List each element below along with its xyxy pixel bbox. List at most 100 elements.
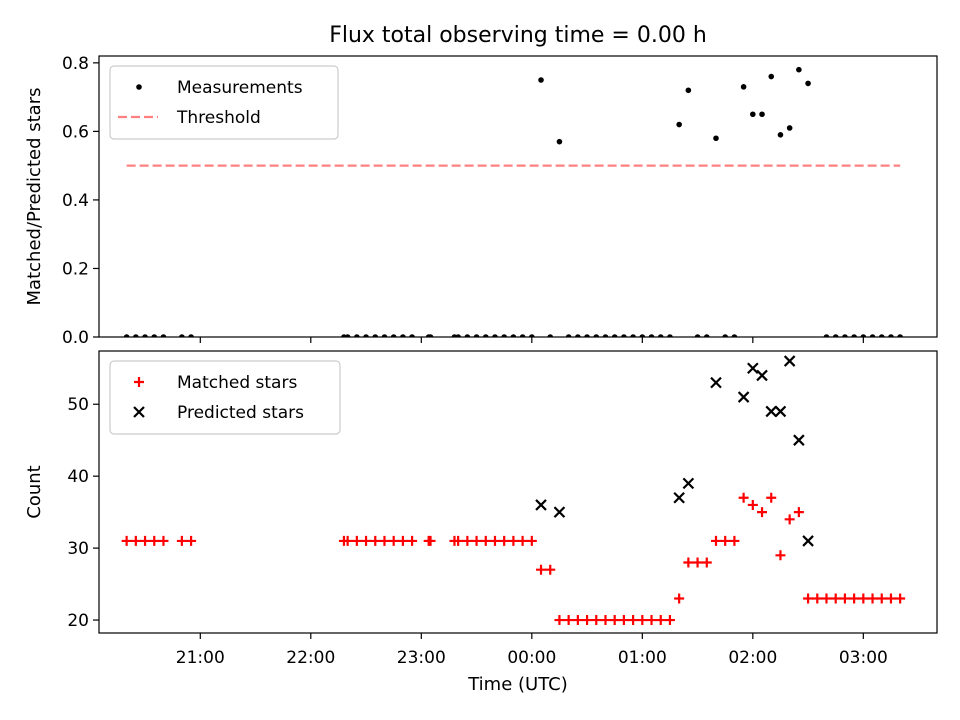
predicted-stars-point <box>535 499 547 511</box>
predicted-stars-point <box>793 434 805 446</box>
matched-stars-point <box>471 535 482 546</box>
measurements-point <box>409 334 415 337</box>
measurements-point <box>363 334 369 337</box>
measurements-point <box>455 334 461 337</box>
matched-stars-point <box>849 593 860 604</box>
top-ytick-label: 0.0 <box>62 328 89 348</box>
matched-stars-point <box>710 535 721 546</box>
bottom-axes-frame <box>98 350 938 634</box>
top-plot-area <box>123 66 903 337</box>
legend-predicted-stars-swatch <box>133 406 145 418</box>
top-panel-ratio: 0.0 0.2 0.4 0.6 0.8 Matched/Predicted stars Me… <box>24 54 938 348</box>
matched-stars-point <box>480 535 491 546</box>
legend-threshold-label: Threshold <box>176 108 261 128</box>
matched-stars-point <box>729 535 740 546</box>
matched-stars-point <box>775 550 786 561</box>
measurements-point <box>851 334 857 337</box>
matched-stars-point <box>186 535 197 546</box>
measurements-point <box>648 334 655 337</box>
measurements-point <box>657 334 664 337</box>
measurements-point <box>777 132 784 138</box>
measurements-point <box>602 334 609 337</box>
matched-stars-point <box>121 535 132 546</box>
predicted-stars-point <box>553 506 566 518</box>
matched-stars-point <box>397 535 408 546</box>
measurements-point <box>529 334 535 337</box>
measurements-point <box>381 334 388 337</box>
matched-stars-point <box>839 593 850 604</box>
matched-stars-point <box>637 615 648 626</box>
matched-stars-point <box>793 507 804 518</box>
matched-stars-point <box>407 535 418 546</box>
legend-matched-stars-label: Matched stars <box>177 373 297 393</box>
measurements-point <box>584 334 590 337</box>
measurements-point <box>492 334 498 337</box>
matched-stars-point <box>600 615 611 626</box>
matched-stars-point <box>876 593 887 604</box>
measurements-point <box>621 334 627 337</box>
measurements-point <box>400 334 406 337</box>
matched-stars-point <box>664 615 675 626</box>
measurements-point <box>473 334 480 337</box>
xtick-label: 02:00 <box>728 648 777 668</box>
matched-stars-point <box>489 535 500 546</box>
bottom-ytick-label: 20 <box>67 611 89 631</box>
measurements-point <box>731 334 738 337</box>
measurements-point <box>427 334 434 337</box>
measurements-point <box>667 334 673 337</box>
measurements-point <box>344 334 351 337</box>
matched-stars-point <box>176 535 187 546</box>
matched-stars-point <box>812 593 823 604</box>
predicted-stars-point <box>802 535 814 547</box>
measurements-point <box>630 334 636 337</box>
matched-stars-point <box>563 615 574 626</box>
matched-stars-point <box>361 535 372 546</box>
matched-stars-point <box>674 593 685 604</box>
matched-stars-point <box>388 535 399 546</box>
legend-measurements-label: Measurements <box>177 78 303 98</box>
legend-predicted-stars-label: Predicted stars <box>177 403 304 423</box>
matched-stars-point <box>545 564 556 575</box>
xtick-label: 21:00 <box>176 648 225 668</box>
matched-stars-point <box>747 499 758 510</box>
measurements-point <box>160 334 167 337</box>
matched-stars-point <box>499 535 510 546</box>
measurements-point <box>188 334 194 337</box>
matched-stars-point <box>830 593 841 604</box>
matched-stars-point <box>351 535 362 546</box>
top-axes-frame <box>98 55 938 338</box>
measurements-point <box>703 334 710 337</box>
matched-stars-point <box>885 593 896 604</box>
predicted-stars-point <box>747 362 759 375</box>
matched-stars-point <box>867 593 878 604</box>
measurements-point <box>842 334 848 337</box>
matched-stars-point <box>554 615 565 626</box>
xtick-label: 23:00 <box>397 648 446 668</box>
matched-stars-point <box>618 615 629 626</box>
top-ytick-label: 0.6 <box>62 122 89 142</box>
matched-stars-point <box>757 507 768 518</box>
matched-stars-point <box>526 535 537 546</box>
predicted-stars-point <box>774 405 787 418</box>
measurements-point <box>759 111 765 118</box>
measurements-point <box>179 334 185 337</box>
matched-stars-point <box>149 535 160 546</box>
bottom-legend: Matched stars Predicted stars <box>109 360 341 435</box>
matched-stars-point <box>370 535 381 546</box>
matched-stars-point <box>646 615 657 626</box>
bottom-ytick-label: 50 <box>67 395 89 415</box>
matched-stars-point <box>683 557 694 568</box>
measurements-point <box>565 334 572 337</box>
measurements-point <box>888 334 894 337</box>
measurements-point <box>123 334 130 337</box>
measurements-point <box>750 111 756 118</box>
measurements-point <box>593 334 600 337</box>
measurements-point <box>464 334 471 337</box>
legend-box <box>109 65 339 140</box>
top-legend: Measurements Threshold <box>109 65 339 140</box>
matched-stars-point <box>655 615 666 626</box>
measurements-point <box>713 135 719 142</box>
measurements-point <box>869 334 876 337</box>
measurements-point <box>897 334 903 337</box>
